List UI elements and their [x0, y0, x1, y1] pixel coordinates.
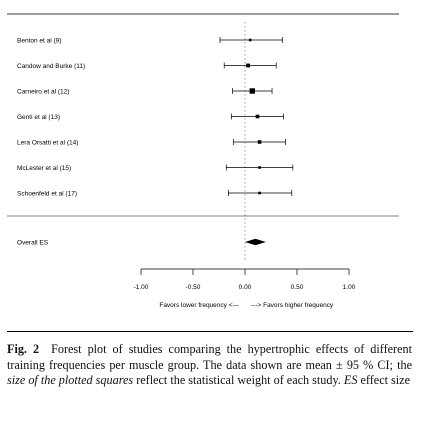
caption-rule — [7, 331, 413, 332]
effect-size-square — [258, 191, 261, 195]
study-label: McLester et al (15) — [17, 165, 71, 172]
figure-caption: Fig. 2 Forest plot of studies comparing … — [7, 342, 412, 389]
effect-size-square — [258, 166, 261, 169]
favors-right-label: ---> Favors higher frequency — [251, 302, 334, 309]
x-tick-label: -0.50 — [186, 284, 201, 291]
study-label: Carneiro et al (12) — [17, 88, 69, 95]
study-label: Genti et al (13) — [17, 114, 60, 121]
study-label: Candow and Burke (11) — [17, 63, 85, 70]
studies-layer: Benton et al (9) Candow and Burke (11) Car… — [17, 37, 294, 197]
caption-text-3: effect size — [357, 373, 410, 387]
forest-plot: Benton et al (9) Candow and Burke (11) Car… — [7, 13, 399, 309]
effect-size-square — [248, 38, 252, 42]
overall-label: Overall ES — [17, 239, 49, 246]
caption-italic-2: ES — [343, 373, 358, 387]
study-label: Lera Orsatti et al (14) — [17, 139, 78, 146]
x-tick-label: 1.00 — [343, 284, 356, 291]
overall-diamond — [245, 238, 266, 246]
effect-size-square — [257, 140, 262, 144]
study-label: Benton et al (9) — [17, 37, 61, 44]
caption-text-1: Forest plot of studies comparing the hyp… — [7, 342, 412, 372]
caption-text-2: reflect the statistical weight of each s… — [133, 373, 344, 387]
caption-italic-1: size of the plotted squares — [7, 373, 134, 387]
favors-left-label: Favors lower frequency <--- — [159, 302, 239, 309]
x-tick-label: -1.00 — [134, 284, 149, 291]
overall-layer: Overall ES — [17, 238, 266, 246]
x-tick-label: 0.50 — [291, 284, 304, 291]
effect-size-square — [246, 63, 251, 68]
x-axis: -1.00 -0.50 0.00 0.50 1.00 Favors lower frequ… — [134, 268, 356, 309]
caption-label: Fig. 2 — [7, 342, 40, 356]
x-tick-label: 0.00 — [239, 284, 252, 291]
effect-size-square — [255, 114, 260, 119]
study-label: Schoenfeld et al (17) — [17, 190, 77, 197]
effect-size-square — [249, 88, 255, 94]
